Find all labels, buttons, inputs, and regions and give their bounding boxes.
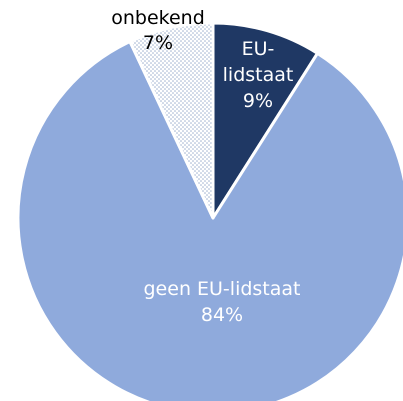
label-eu-lidstaat-line-2: 9%	[243, 90, 273, 112]
pie-labels: EU-lidstaat 9% geen EU-lidstaat 84% onbekend…	[111, 7, 300, 326]
label-geen-eu-lidstaat: geen EU-lidstaat 84%	[144, 278, 301, 326]
slice-onbekend	[128, 21, 215, 220]
slice-geen-eu-lidstaat	[16, 40, 403, 401]
slice-eu-lidstaat	[211, 21, 319, 220]
label-onbekend-line-0: onbekend	[111, 7, 205, 29]
label-onbekend: onbekend 7%	[111, 7, 205, 54]
pie-slices	[16, 21, 403, 401]
label-onbekend-line-1: 7%	[143, 32, 173, 54]
label-eu-lidstaat-line-0: EU-	[242, 38, 275, 60]
label-geen-eu-lidstaat-line-0: geen EU-lidstaat	[144, 278, 301, 300]
label-eu-lidstaat-line-1: lidstaat	[223, 64, 294, 86]
label-geen-eu-lidstaat-line-1: 84%	[201, 304, 243, 326]
label-eu-lidstaat: EU-lidstaat 9%	[223, 38, 294, 112]
